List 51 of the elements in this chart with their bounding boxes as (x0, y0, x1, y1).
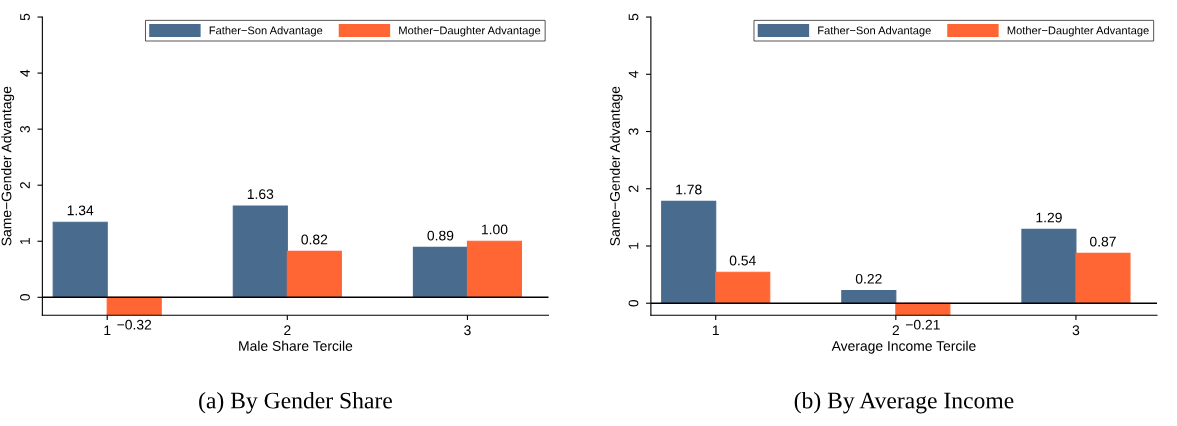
bar (841, 290, 897, 304)
text: (b) By Average Income (794, 391, 1014, 414)
x-tick-label: 1 (712, 325, 719, 336)
y-tick-label: 4 (20, 69, 30, 77)
bar (232, 205, 288, 298)
data-label: −0.32 (117, 319, 152, 330)
bar (466, 240, 523, 298)
x-axis-title: Male Share Tercile (239, 340, 353, 351)
text: (a) By Gender Share (199, 391, 392, 414)
bar (286, 250, 342, 298)
data-label: 1.78 (676, 184, 702, 195)
data-label: 1.34 (67, 205, 94, 216)
x-tick-label: 1 (104, 325, 111, 336)
y-tick-label: 1 (20, 238, 30, 245)
legend-label: Mother−Daughter Advantage (399, 26, 541, 37)
legend-label: Father−Son Advantage (818, 26, 931, 37)
data-label: 0.82 (301, 234, 328, 245)
x-tick-label: 3 (1072, 325, 1080, 336)
legend-label: Mother−Daughter Advantage (1007, 26, 1149, 37)
bar (1075, 252, 1131, 304)
data-label: 1.63 (247, 189, 274, 200)
data-label: 1.29 (1036, 212, 1062, 223)
data-label: 0.89 (427, 230, 454, 241)
bar (412, 246, 468, 298)
y-tick-label: 0 (20, 293, 30, 301)
y-tick-label: 5 (20, 13, 30, 21)
legend-label: Father−Son Advantage (209, 26, 323, 37)
data-label: 1.00 (481, 224, 508, 235)
y-tick-label: 5 (628, 13, 639, 21)
x-tick-label: 3 (464, 325, 471, 336)
x-tick-label: 2 (284, 325, 291, 336)
data-label: 0.22 (855, 273, 882, 284)
y-tick-label: 2 (628, 185, 639, 192)
y-tick-label: 2 (20, 182, 30, 189)
y-tick-label: 1 (628, 242, 639, 249)
y-tick-label: 0 (628, 299, 639, 307)
x-axis-title: Average Income Tercile (831, 340, 976, 354)
bar (1021, 228, 1077, 304)
y-axis-title: Same−Gender Advantage (609, 86, 623, 246)
bar (106, 296, 162, 316)
bar (715, 271, 771, 304)
bar (52, 221, 108, 298)
y-tick-label: 3 (20, 125, 30, 133)
data-label: −0.21 (905, 319, 940, 330)
y-axis-title: Same−Gender Advantage (1, 86, 15, 246)
data-label: 0.54 (729, 255, 756, 266)
y-tick-label: 4 (628, 70, 639, 78)
data-label: 0.87 (1089, 236, 1116, 247)
y-tick-label: 3 (628, 128, 639, 135)
bar (661, 200, 717, 304)
x-tick-label: 2 (892, 325, 899, 336)
